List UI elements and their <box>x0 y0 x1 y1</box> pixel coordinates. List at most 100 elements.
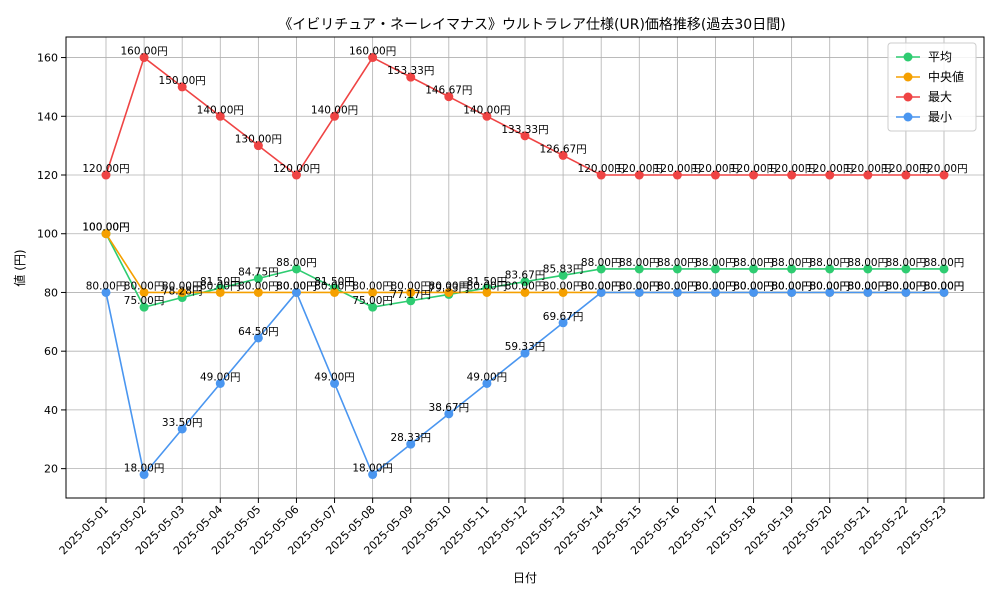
data-point <box>253 141 263 151</box>
data-label: 28.33円 <box>390 432 431 444</box>
data-label: 18.00円 <box>352 463 393 475</box>
data-label: 140.00円 <box>463 104 510 116</box>
data-label: 80.00円 <box>886 280 927 292</box>
data-point <box>825 170 835 180</box>
data-label: 120.00円 <box>273 163 320 175</box>
data-point <box>139 302 149 312</box>
data-point <box>749 287 759 297</box>
data-point <box>596 264 606 274</box>
data-point <box>406 287 416 297</box>
data-point <box>558 318 568 328</box>
data-label: 80.00円 <box>695 280 736 292</box>
data-point <box>596 287 606 297</box>
data-point <box>368 302 378 312</box>
y-tick-label: 20 <box>44 463 58 476</box>
data-point <box>787 287 797 297</box>
data-point <box>749 170 759 180</box>
y-tick-label: 160 <box>37 52 58 65</box>
data-label: 133.33円 <box>501 124 548 136</box>
data-label: 120.00円 <box>82 163 129 175</box>
data-label: 49.00円 <box>200 371 241 383</box>
data-point <box>710 170 720 180</box>
data-label: 80.00円 <box>695 280 736 292</box>
data-point <box>291 287 301 297</box>
data-label: 100.00円 <box>82 222 129 234</box>
axes: 2025-05-012025-05-022025-05-032025-05-04… <box>37 52 949 558</box>
data-point <box>139 470 149 480</box>
legend-label: 最大 <box>928 90 952 104</box>
data-point <box>863 264 873 274</box>
data-label: 126.67円 <box>539 143 586 155</box>
data-point <box>444 409 454 419</box>
data-label: 120.00円 <box>692 163 739 175</box>
data-label: 153.33円 <box>387 65 434 77</box>
data-label: 130.00円 <box>235 134 282 146</box>
data-label: 80.00円 <box>581 280 622 292</box>
data-label: 120.00円 <box>578 163 625 175</box>
data-point <box>901 287 911 297</box>
data-point <box>215 287 225 297</box>
data-point <box>558 287 568 297</box>
legend-marker <box>903 92 913 102</box>
data-label: 88.00円 <box>809 257 850 269</box>
data-point <box>368 287 378 297</box>
data-point <box>177 82 187 92</box>
data-label: 80.00円 <box>848 280 889 292</box>
data-point <box>787 264 797 274</box>
y-axis-label: 値 (円) <box>12 249 27 286</box>
data-label: 84.75円 <box>238 267 279 279</box>
data-point <box>139 287 149 297</box>
legend-marker <box>903 112 913 122</box>
data-label: 120.00円 <box>730 163 777 175</box>
data-point <box>253 333 263 343</box>
data-point <box>787 170 797 180</box>
data-label: 88.00円 <box>924 257 965 269</box>
data-point <box>215 378 225 388</box>
data-label: 33.50円 <box>162 417 203 429</box>
data-label: 38.67円 <box>429 402 470 414</box>
data-label: 80.00円 <box>657 280 698 292</box>
data-label: 77.17円 <box>390 289 431 301</box>
data-label: 80.00円 <box>543 280 584 292</box>
data-label: 80.00円 <box>581 280 622 292</box>
data-point <box>101 287 111 297</box>
data-point <box>901 170 911 180</box>
data-label: 88.00円 <box>276 257 317 269</box>
data-point <box>177 424 187 434</box>
data-point <box>520 277 530 287</box>
data-label: 80.00円 <box>352 280 393 292</box>
y-tick-label: 140 <box>37 110 58 123</box>
data-label: 80.00円 <box>238 280 279 292</box>
data-label: 100.00円 <box>82 222 129 234</box>
data-label: 150.00円 <box>159 75 206 87</box>
data-point <box>596 170 606 180</box>
data-point <box>482 287 492 297</box>
data-point <box>406 439 416 449</box>
data-label: 120.00円 <box>806 163 853 175</box>
data-label: 80.00円 <box>657 280 698 292</box>
data-point <box>634 264 644 274</box>
data-point <box>939 170 949 180</box>
data-label: 83.67円 <box>505 270 546 282</box>
data-label: 18.00円 <box>124 463 165 475</box>
data-label: 88.00円 <box>771 257 812 269</box>
data-point <box>177 287 187 297</box>
data-label: 80.00円 <box>809 280 850 292</box>
data-label: 80.00円 <box>314 280 355 292</box>
data-point <box>710 287 720 297</box>
data-point <box>520 131 530 141</box>
data-label: 80.00円 <box>771 280 812 292</box>
data-point <box>863 170 873 180</box>
data-label: 49.00円 <box>467 371 508 383</box>
y-tick-label: 80 <box>44 286 58 299</box>
data-point <box>330 378 340 388</box>
data-point <box>749 264 759 274</box>
data-point <box>406 296 416 306</box>
data-label: 80.00円 <box>162 280 203 292</box>
data-point <box>672 264 682 274</box>
data-point <box>825 287 835 297</box>
data-label: 80.00円 <box>276 280 317 292</box>
data-label: 120.00円 <box>882 163 929 175</box>
